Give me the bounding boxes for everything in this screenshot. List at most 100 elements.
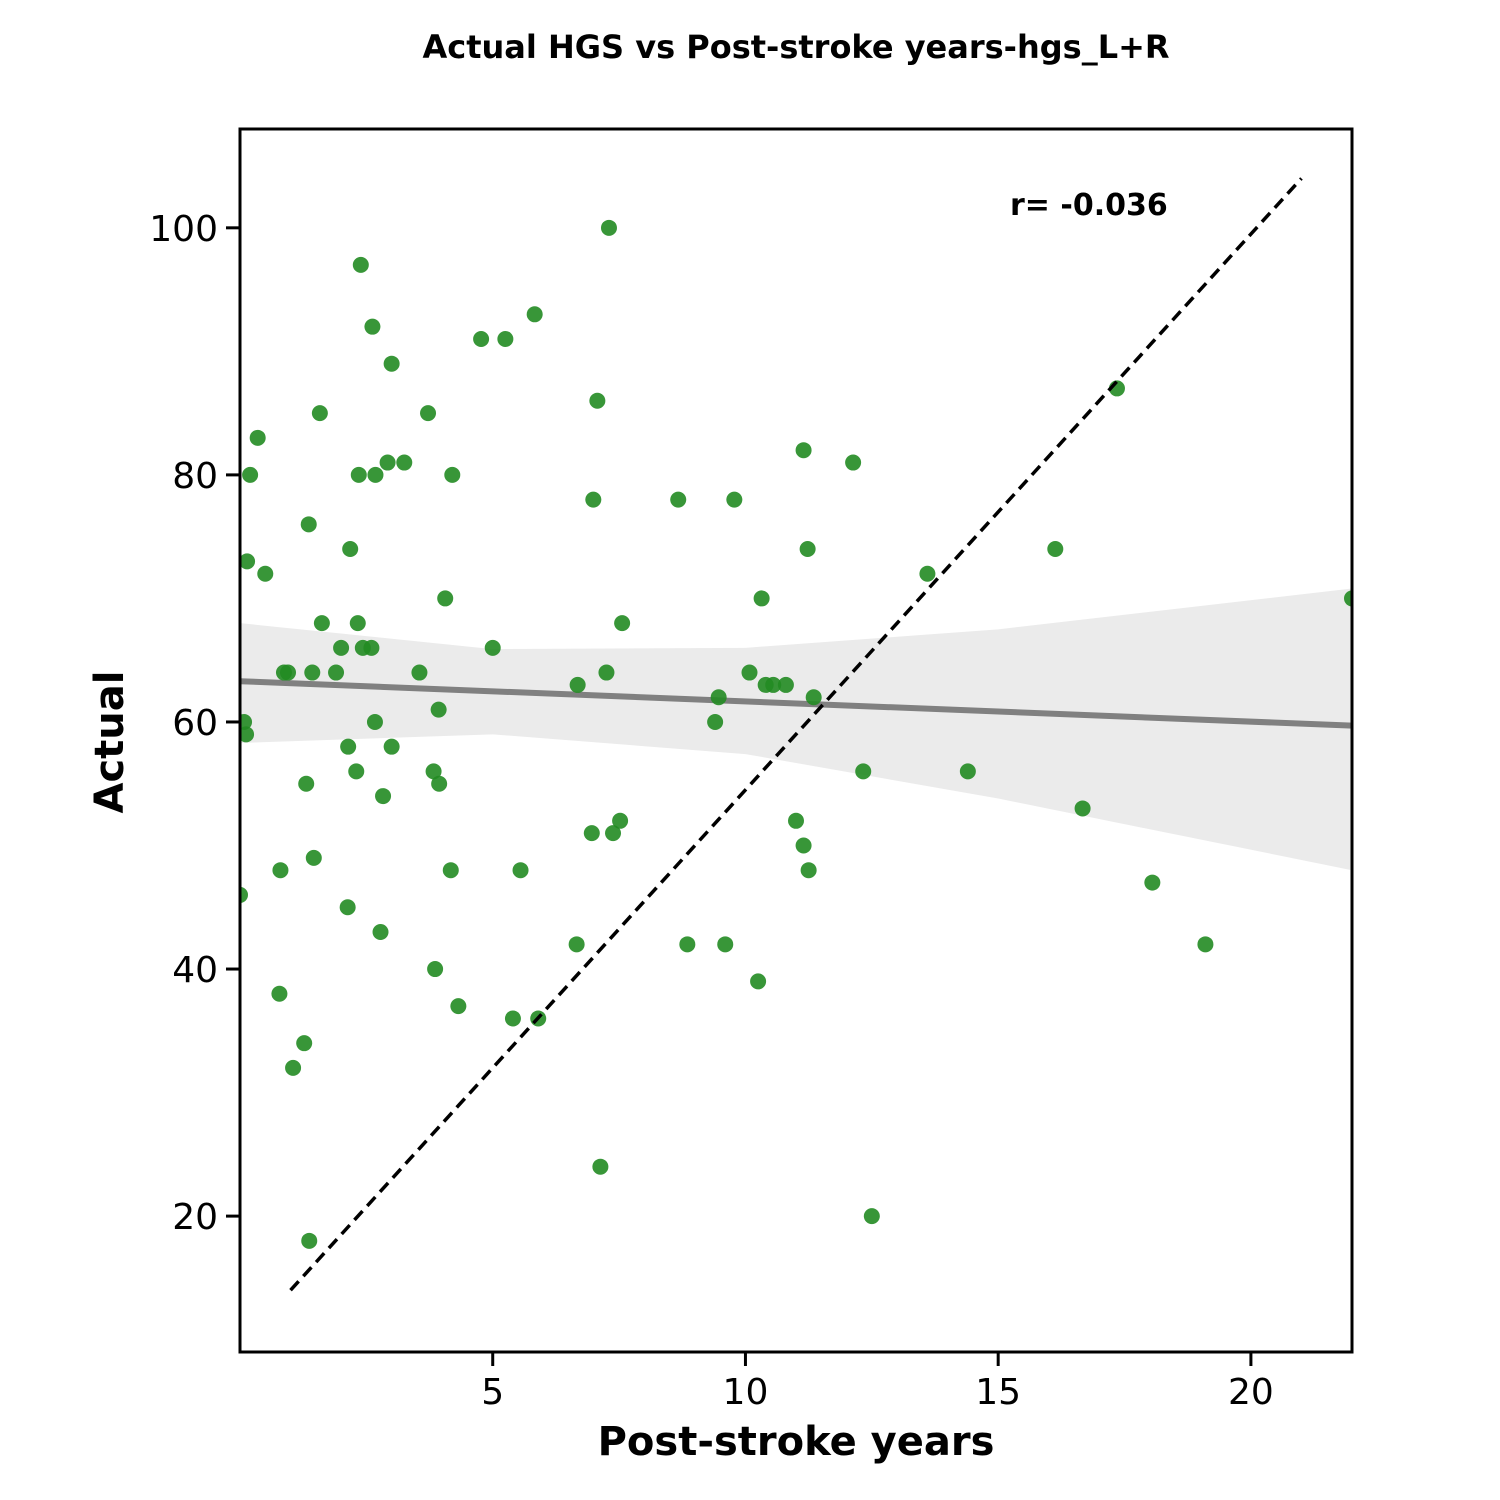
data-point [431,775,448,792]
data-point [350,466,367,483]
data-point [497,331,514,348]
data-point [442,862,459,879]
data-point [298,775,315,792]
data-point [788,812,804,829]
data-point [605,825,622,842]
data-point [1344,590,1352,607]
data-point [280,664,297,681]
confidence-band [240,588,1352,871]
correlation-annotation: r= -0.036 [1010,188,1168,223]
data-point [242,466,259,483]
data-point [311,405,328,422]
data-point [589,392,606,409]
y-tick-label: 20 [172,1197,218,1238]
data-point [363,639,380,656]
data-point [765,676,782,693]
data-point [352,256,369,273]
data-point [340,738,357,755]
data-point [383,738,400,755]
data-point [512,862,529,879]
data-point [741,664,758,681]
data-point [670,491,687,508]
axis-ticks: 5 10 15 20 20 40 60 80 100 [149,209,1274,1413]
data-point [305,849,322,866]
data-point [272,862,289,879]
regression-line [240,678,1352,729]
data-point [919,565,936,582]
data-point [726,491,743,508]
data-point [1144,874,1161,891]
data-point [592,1158,609,1175]
chart-title: Actual HGS vs Post-stroke years-hgs_L+R [422,28,1169,66]
x-tick-label: 10 [723,1372,769,1413]
data-point [304,664,321,681]
data-point [585,491,602,508]
data-point [285,1059,302,1076]
data-point [300,516,317,533]
data-point [430,701,447,718]
data-point [863,1208,880,1225]
data-point [271,985,288,1002]
data-point [473,331,490,348]
data-point [339,899,356,916]
data-point [367,466,384,483]
plot-frame [238,127,1354,1354]
data-point [450,998,467,1015]
data-point [614,615,631,632]
identity-line [289,177,1303,1292]
x-tick-label: 15 [975,1372,1021,1413]
data-point [959,763,976,780]
y-tick-label: 80 [172,456,218,497]
x-axis-label: Post-stroke years [598,1419,995,1465]
data-point [301,1232,318,1249]
data-point [710,689,727,706]
data-point [1047,541,1064,558]
data-point [313,615,330,632]
data-point [383,355,400,372]
data-point [375,788,392,805]
data-point [753,590,770,607]
data-point [328,664,345,681]
data-point [845,454,862,471]
data-point [777,676,794,693]
data-point [504,1010,521,1027]
data-point [437,590,454,607]
data-point [342,541,359,558]
data-point [427,961,444,978]
data-point [349,615,366,632]
data-point [240,713,253,730]
data-point [364,318,381,335]
data-point [396,454,413,471]
data-point [568,936,585,953]
data-point [420,405,437,422]
data-point [795,837,812,854]
data-point [366,713,383,730]
data-point [526,306,543,323]
data-point [379,454,396,471]
data-point [679,936,696,953]
data-point [1074,800,1091,817]
data-point [257,565,274,582]
plot-area [240,177,1352,1292]
data-point [750,973,767,990]
data-point [717,936,734,953]
data-point [240,553,256,570]
data-point [795,442,812,459]
y-tick-label: 40 [172,950,218,991]
data-point [799,541,816,558]
data-point [569,676,586,693]
data-point [333,639,350,656]
data-point [249,429,266,446]
data-point [425,763,442,780]
data-point [411,664,428,681]
data-point [348,763,365,780]
data-point [372,923,389,940]
data-point [583,825,600,842]
data-point [855,763,872,780]
y-axis-label: Actual [87,671,133,814]
data-point [600,219,617,236]
data-point [612,812,629,829]
data-point [707,713,724,730]
data-point [598,664,615,681]
